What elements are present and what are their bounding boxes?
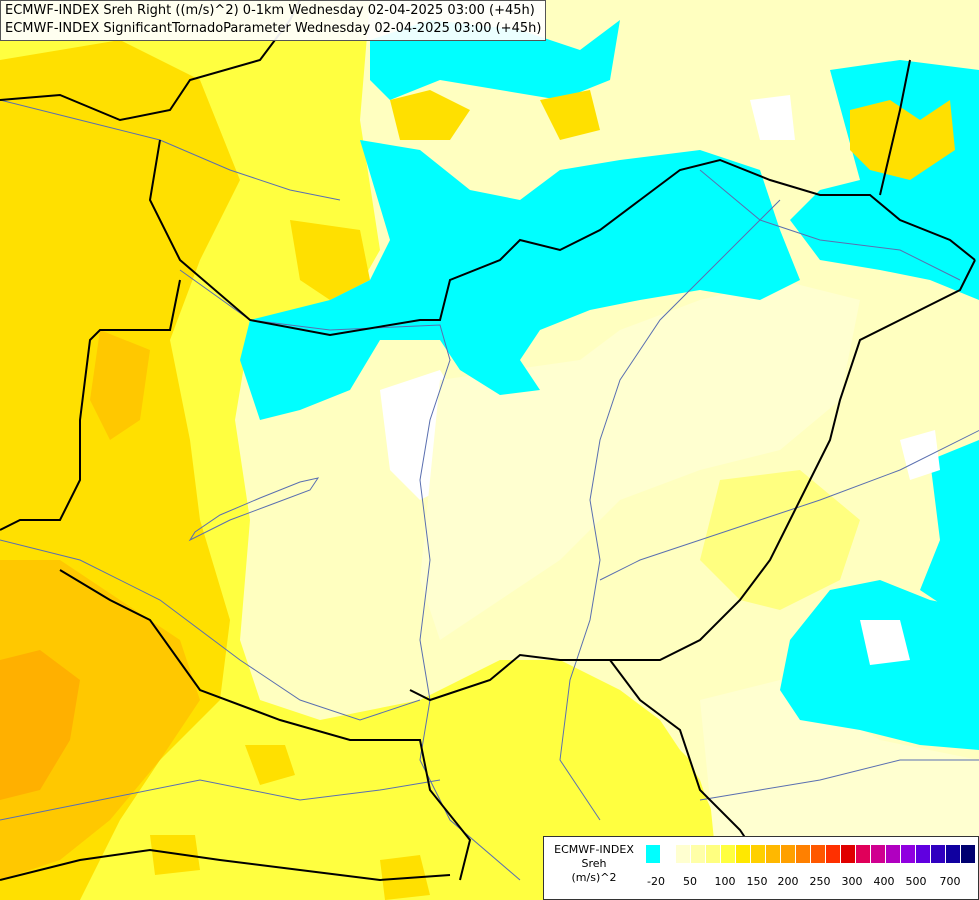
north-cyan-zone [240,140,800,420]
legend-swatch [736,845,751,863]
legend-swatch [931,845,946,863]
legend-units: (m/s)^2 [571,871,617,884]
legend-tick-label: 300 [841,875,863,888]
river-drava [0,539,421,721]
legend-swatch [961,845,976,863]
legend-tick-label: 150 [746,875,768,888]
legend-swatch [811,845,826,863]
river-danube [179,269,521,881]
south-gold-patch [245,745,295,785]
central-light-zone [420,280,860,640]
legend-swatch [781,845,796,863]
north-gold-patch-2 [540,90,600,140]
legend-swatch [721,845,736,863]
north-yellow-patch [290,220,370,300]
legend-title: ECMWF-INDEX Sreh (m/s)^2 [544,843,644,885]
southeast-cyan-zone [780,580,979,750]
border-west [0,279,181,531]
northeast-gold-patch [850,100,955,180]
legend-swatch [916,845,931,863]
legend-swatch [856,845,871,863]
legend-swatch [751,845,766,863]
map-title-line-1: ECMWF-INDEX Sreh Right ((m/s)^2) 0-1km W… [5,3,535,18]
map-title-line-2: ECMWF-INDEX SignificantTornadoParameter … [5,21,542,36]
lake-balaton [188,477,320,542]
legend-tick-label: 100 [714,875,736,888]
southwest-deep-orange-zone [0,650,80,800]
legend-swatch [796,845,811,863]
river-tisza [559,199,781,821]
legend-swatch [766,845,781,863]
legend-parameter: Sreh [581,857,607,870]
legend-swatch [646,845,661,863]
legend-swatch [871,845,886,863]
border-east [409,259,976,702]
river-sava [0,779,441,821]
border-serbia-romania [609,659,761,861]
legend-swatch [706,845,721,863]
legend-swatch [676,845,691,863]
river-east [599,429,979,581]
nw-gold-zone [40,190,120,270]
border-northeast [879,59,911,196]
legend-color-scale [646,845,976,863]
west-orange-zone-2 [90,330,150,440]
legend-tick-label: 250 [809,875,831,888]
legend-swatch [661,845,676,863]
legend-swatch [826,845,841,863]
west-orange-zone [0,560,200,880]
rivers [0,99,979,881]
legend-swatch [901,845,916,863]
legend-tick-label: -20 [647,875,665,888]
border-croatia [59,569,472,881]
river-northeast [699,169,961,281]
northeast-white-patch [750,95,795,140]
legend-swatch [841,845,856,863]
map-title-box: ECMWF-INDEX Sreh Right ((m/s)^2) 0-1km W… [0,0,547,41]
river-west [0,99,341,201]
legend-tick-label: 400 [873,875,895,888]
legend-tick-label: 200 [777,875,799,888]
east-white-patch [900,430,940,480]
legend-source: ECMWF-INDEX [554,843,634,856]
legend-tick-labels: -20 50 100 150 200 250 300 400 500 700 [646,875,976,889]
legend-tick-label: 700 [939,875,961,888]
legend-swatch [886,845,901,863]
river-southeast [699,759,979,801]
border-slovakia-hungary [148,139,976,337]
north-gold-patch [390,90,470,140]
color-legend: ECMWF-INDEX Sreh (m/s)^2 -20 50 100 150 200 2… [543,836,979,900]
legend-swatch [946,845,961,863]
southeast-white-patch [860,620,910,665]
legend-swatch [691,845,706,863]
legend-tick-label: 50 [683,875,697,888]
south-gold-patch-3 [150,835,200,875]
east-cyan-zone [920,440,979,610]
border-southwest [0,848,451,882]
legend-tick-label: 500 [905,875,927,888]
